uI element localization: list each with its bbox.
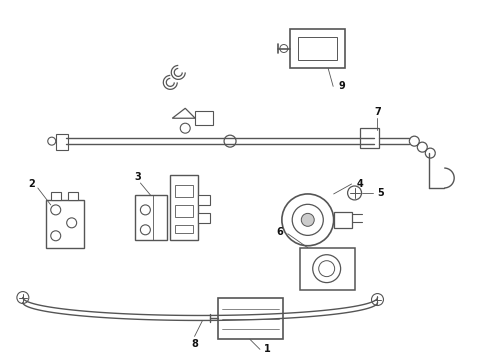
Bar xyxy=(171,175,198,240)
Circle shape xyxy=(301,213,314,226)
Bar xyxy=(46,200,84,248)
Bar xyxy=(198,195,210,205)
Circle shape xyxy=(224,135,236,147)
Circle shape xyxy=(67,218,76,228)
Bar xyxy=(135,195,167,240)
Bar xyxy=(218,298,283,339)
Circle shape xyxy=(280,45,288,53)
Bar xyxy=(195,111,213,125)
Bar xyxy=(360,128,379,148)
Bar xyxy=(175,205,193,217)
Circle shape xyxy=(51,231,61,241)
Circle shape xyxy=(48,137,56,145)
Text: 6: 6 xyxy=(276,227,283,237)
Circle shape xyxy=(141,205,150,215)
Circle shape xyxy=(318,261,335,276)
Bar xyxy=(300,248,355,289)
Text: 7: 7 xyxy=(374,107,381,117)
Text: 5: 5 xyxy=(377,188,384,198)
Bar xyxy=(334,212,352,228)
Bar xyxy=(175,185,193,197)
Text: 8: 8 xyxy=(191,339,198,349)
Circle shape xyxy=(347,186,362,200)
Bar xyxy=(56,134,68,150)
Circle shape xyxy=(17,292,29,303)
Text: 2: 2 xyxy=(28,179,35,189)
Text: 1: 1 xyxy=(264,345,270,354)
Text: 3: 3 xyxy=(134,172,141,182)
Bar xyxy=(68,192,77,200)
Bar xyxy=(290,28,344,68)
Circle shape xyxy=(371,293,384,306)
Bar xyxy=(51,192,61,200)
Circle shape xyxy=(292,204,323,235)
Circle shape xyxy=(51,205,61,215)
Bar xyxy=(175,225,193,233)
Circle shape xyxy=(180,123,190,133)
Text: 4: 4 xyxy=(356,179,363,189)
Circle shape xyxy=(282,194,334,246)
Circle shape xyxy=(313,255,341,283)
Circle shape xyxy=(141,225,150,235)
Bar xyxy=(198,213,210,223)
Text: 9: 9 xyxy=(339,81,345,91)
Bar xyxy=(298,37,337,60)
